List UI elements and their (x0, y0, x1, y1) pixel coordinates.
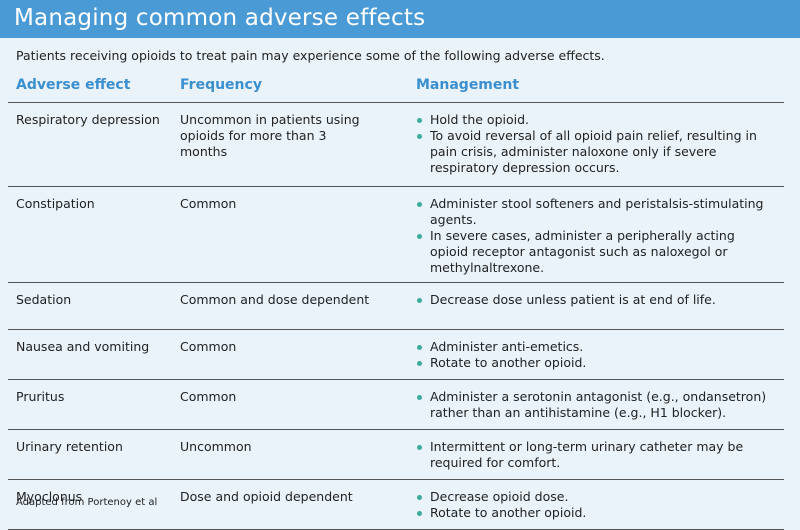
frequency: Uncommon (172, 429, 408, 480)
footer: Adapted from Portenoy et al (16, 497, 158, 508)
management: Intermittent or long-term urinary cathet… (408, 429, 784, 480)
table-row: Respiratory depression Uncommon in patien… (8, 102, 784, 187)
frequency: Common (172, 186, 408, 283)
management-list: Administer a serotonin antagonist (e.g.,… (416, 389, 776, 421)
column-header: Adverse effect (8, 72, 172, 103)
table-row: Urinary retention Uncommon Intermittent or… (8, 429, 784, 480)
table-row: Pruritus Common Administer a serotonin ant… (8, 379, 784, 430)
management-item: To avoid reversal of all opioid pain rel… (416, 128, 776, 176)
adverse-effect: Nausea and vomiting (8, 329, 172, 380)
management-item: Rotate to another opioid. (416, 505, 776, 521)
management: Administer anti-emetics. Rotate to anothe… (408, 329, 784, 380)
management-item: Decrease dose unless patient is at end o… (416, 292, 776, 308)
frequency: Uncommon in patients using opioids for m… (172, 102, 408, 187)
management-list: Administer stool softeners and peristals… (416, 196, 776, 276)
management-item: Decrease opioid dose. (416, 489, 776, 505)
management: Decrease dose unless patient is at end o… (408, 282, 784, 330)
frequency: Common (172, 329, 408, 380)
table-row: Sedation Common and dose dependent Decreas… (8, 282, 784, 330)
column-header: Management (408, 72, 784, 103)
adverse-effect: Urinary retention (8, 429, 172, 480)
adverse-effect: Pruritus (8, 379, 172, 430)
management-item: Intermittent or long-term urinary cathet… (416, 439, 776, 471)
management-item: Administer a serotonin antagonist (e.g.,… (416, 389, 776, 421)
intro: Patients receiving opioids to treat pain… (16, 48, 605, 63)
management-item: Administer stool softeners and peristals… (416, 196, 776, 228)
title-bar: Managing common adverse effects (0, 0, 800, 38)
management-list: Administer anti-emetics. Rotate to anothe… (416, 339, 776, 371)
column-header: Frequency (172, 72, 408, 103)
adverse-effect: Constipation (8, 186, 172, 283)
management-list: Hold the opioid. To avoid reversal of all… (416, 112, 776, 176)
management-item: Administer anti-emetics. (416, 339, 776, 355)
management-list: Decrease dose unless patient is at end o… (416, 292, 776, 308)
table-row: Nausea and vomiting Common Administer anti… (8, 329, 784, 380)
effects-table: Adverse effect Frequency Management Respir… (8, 72, 784, 530)
management: Administer stool softeners and peristals… (408, 186, 784, 283)
management-list: Intermittent or long-term urinary cathet… (416, 439, 776, 471)
adverse-effect: Sedation (8, 282, 172, 330)
frequency: Dose and opioid dependent (172, 479, 408, 530)
table-body: Respiratory depression Uncommon in patien… (8, 102, 784, 530)
management-item: In severe cases, administer a peripheral… (416, 228, 776, 276)
frequency: Common and dose dependent (172, 282, 408, 330)
management: Hold the opioid. To avoid reversal of all… (408, 102, 784, 187)
adverse-effect: Respiratory depression (8, 102, 172, 187)
table-row: Constipation Common Administer stool softe… (8, 186, 784, 283)
management-item: Hold the opioid. (416, 112, 776, 128)
header-row: Adverse effect Frequency Management (8, 72, 784, 103)
adverse-effect: Myoclonus (8, 479, 172, 530)
management: Decrease opioid dose. Rotate to another o… (408, 479, 784, 530)
management: Administer a serotonin antagonist (e.g.,… (408, 379, 784, 430)
frequency: Common (172, 379, 408, 430)
management-list: Decrease opioid dose. Rotate to another o… (416, 489, 776, 521)
management-item: Rotate to another opioid. (416, 355, 776, 371)
